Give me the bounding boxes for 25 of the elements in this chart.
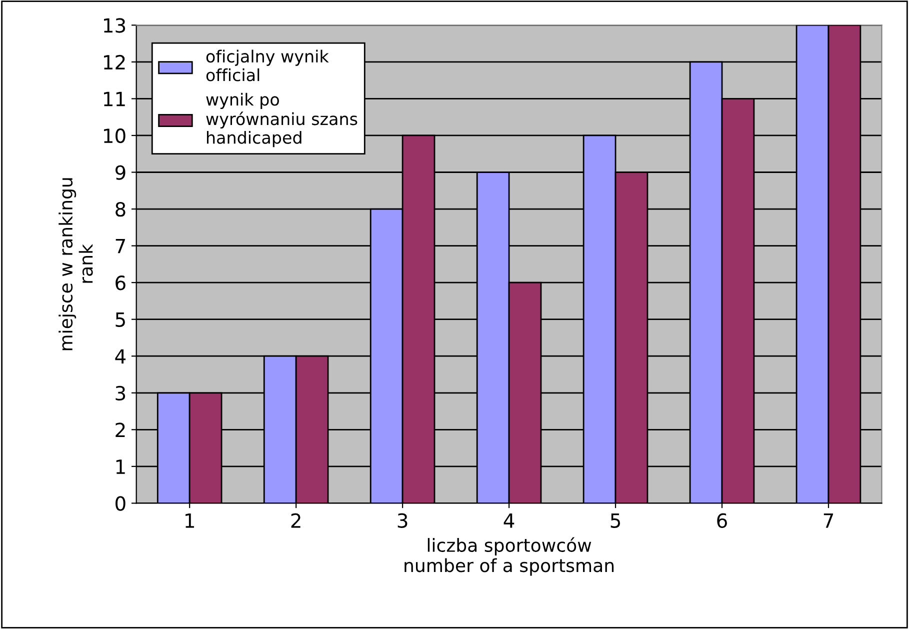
y-tick-label: 3: [116, 386, 126, 401]
y-tick-label: 1: [116, 460, 125, 474]
y-tick-label: 9: [115, 165, 126, 180]
y-tick-label: 11: [104, 92, 125, 106]
x-tick-label: 3: [398, 513, 408, 528]
y-tick-label: 6: [116, 276, 126, 290]
x-tick-label: 7: [824, 514, 834, 528]
x-tick-label: 5: [610, 514, 620, 528]
y-tick-label: 2: [116, 422, 125, 438]
x-axis-title: liczba sportowców number of a sportsman: [404, 537, 614, 576]
legend-label: wynik po wyrównaniu szans handicaped: [206, 92, 358, 148]
y-tick-label: 5: [116, 312, 125, 327]
legend-label: oficjalny wynik official: [206, 50, 329, 82]
y-tick-label: 0: [116, 496, 126, 511]
y-tick-label: 8: [116, 202, 126, 217]
y-tick-label: 12: [104, 54, 125, 70]
y-tick-label: 13: [104, 18, 126, 33]
y-tick-label: 4: [115, 349, 126, 364]
x-tick-label: 4: [504, 514, 514, 528]
x-tick-label: 1: [186, 514, 194, 528]
y-tick-label: 10: [104, 128, 126, 144]
x-tick-label: 2: [291, 513, 300, 528]
y-tick-label: 7: [116, 239, 125, 254]
x-tick-label: 6: [717, 513, 727, 528]
y-axis-title: miejsce w rankingu rank: [58, 178, 93, 350]
